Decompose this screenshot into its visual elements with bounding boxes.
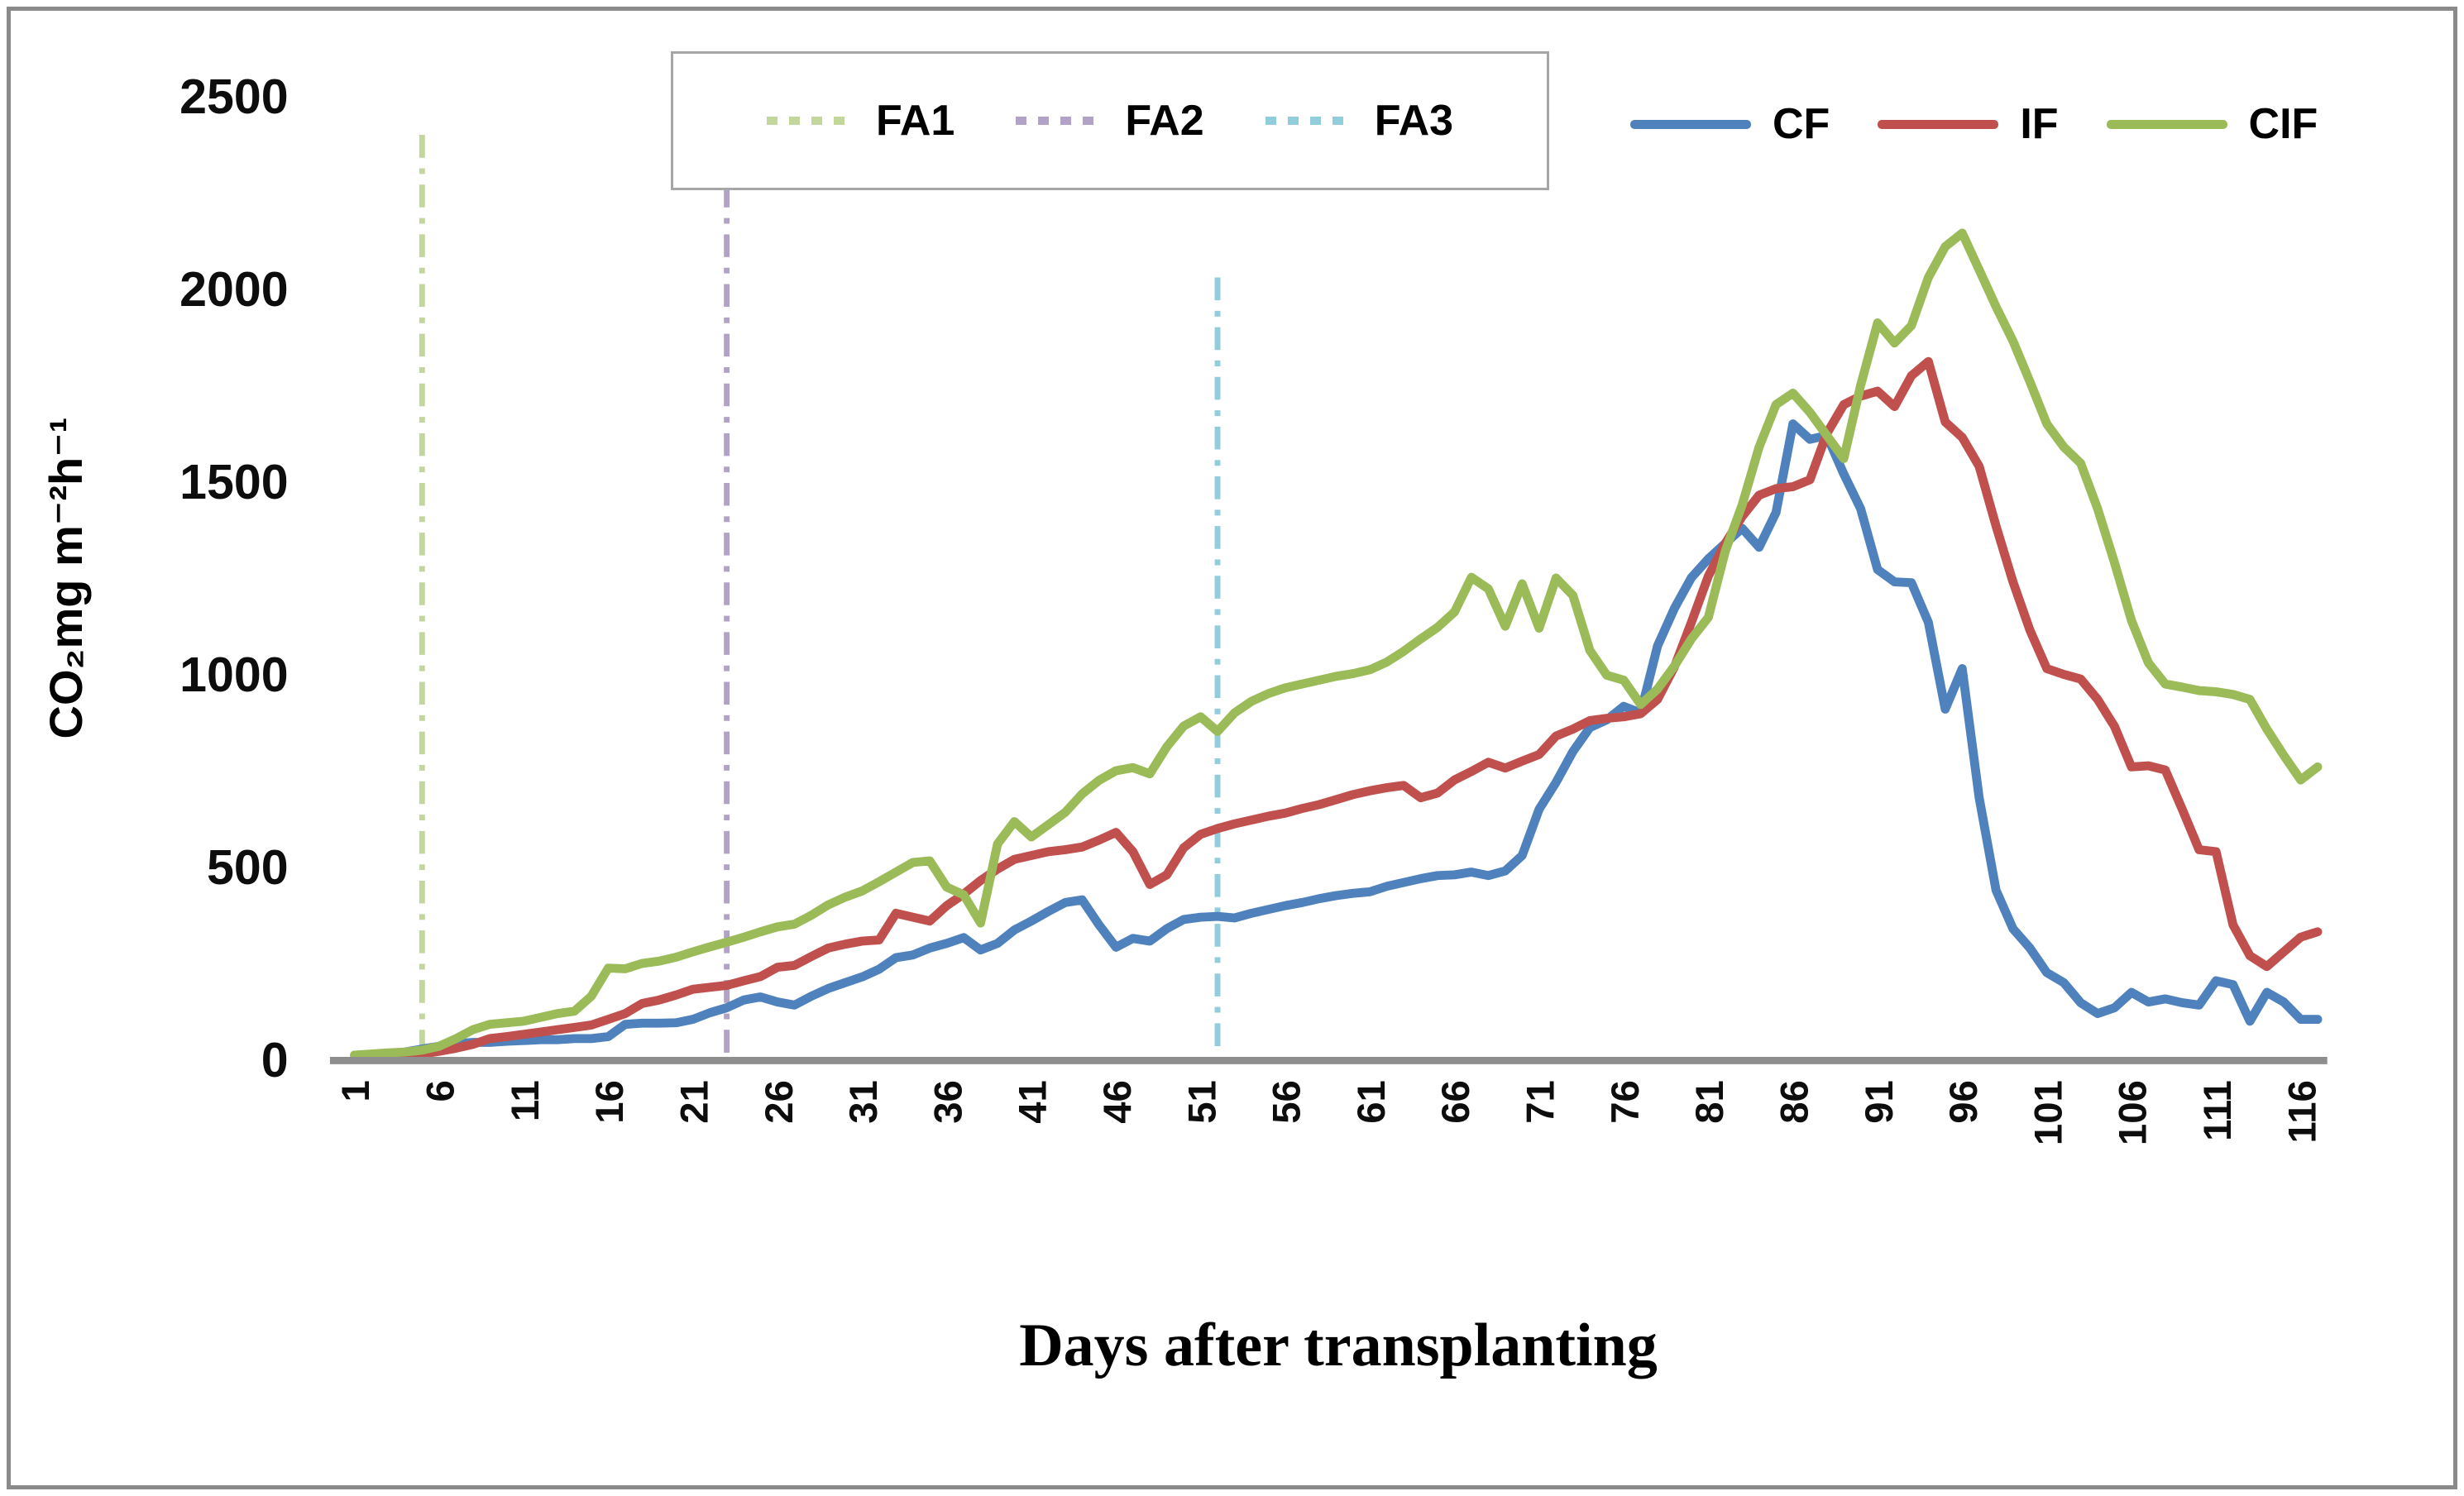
legend-item-fa2: FA2 xyxy=(1016,96,1204,146)
x-tick-label-81: 81 xyxy=(1688,1080,1732,1124)
x-tick-label-71: 71 xyxy=(1519,1080,1563,1124)
x-tick-label-36: 36 xyxy=(926,1080,970,1124)
x-tick-label-61: 61 xyxy=(1350,1080,1394,1124)
x-tick-label-111: 111 xyxy=(2196,1080,2240,1141)
cif-line-swatch xyxy=(2106,119,2227,129)
y-tick-label-2000: 2000 xyxy=(179,261,289,317)
x-tick-label-11: 11 xyxy=(504,1080,548,1121)
x-tick-label-46: 46 xyxy=(1096,1080,1140,1124)
x-tick-label-41: 41 xyxy=(1012,1080,1055,1124)
x-tick-label-91: 91 xyxy=(1858,1080,1902,1124)
legend-item-cf: CF xyxy=(1630,99,1830,149)
series-line-cf xyxy=(350,419,2323,1063)
x-tick-label-116: 116 xyxy=(2280,1080,2324,1143)
cf-line-swatch xyxy=(1630,119,1751,129)
fa3-dash-swatch xyxy=(1265,117,1353,125)
x-tick-label-51: 51 xyxy=(1180,1080,1224,1124)
series-legend: CF IF CIF xyxy=(1630,87,2453,161)
event-legend: FA1 FA2 FA3 xyxy=(671,51,1549,190)
x-tick-label-21: 21 xyxy=(672,1080,716,1124)
y-tick-label-2500: 2500 xyxy=(179,69,289,124)
legend-item-cif: CIF xyxy=(2106,99,2318,149)
chart-figure: 0 500 1000 1500 2000 2500 1 6 11 16 21 26 31 36 41 46 51… xyxy=(7,7,2457,1489)
legend-label-if: IF xyxy=(2020,100,2059,148)
legend-item-fa3: FA3 xyxy=(1265,96,1453,146)
x-tick-label-26: 26 xyxy=(758,1080,801,1124)
y-tick-label-1000: 1000 xyxy=(179,647,289,702)
y-tick-label-0: 0 xyxy=(261,1032,289,1087)
if-line-swatch xyxy=(1878,119,1999,129)
x-tick-label-86: 86 xyxy=(1773,1080,1816,1124)
y-tick-label-1500: 1500 xyxy=(179,454,289,509)
x-tick-label-1: 1 xyxy=(334,1080,378,1102)
x-tick-label-56: 56 xyxy=(1265,1080,1309,1124)
series-line-cif xyxy=(350,228,2323,1060)
y-axis-title: CO₂mg m⁻²h⁻¹ xyxy=(40,417,92,739)
x-tick-label-6: 6 xyxy=(419,1080,463,1102)
legend-label-cf: CF xyxy=(1773,100,1830,148)
x-tick-label-31: 31 xyxy=(842,1080,886,1124)
x-tick-label-106: 106 xyxy=(2112,1080,2155,1145)
x-tick-label-66: 66 xyxy=(1434,1080,1478,1124)
x-tick-label-16: 16 xyxy=(588,1080,632,1124)
legend-label-cif: CIF xyxy=(2248,100,2318,148)
y-tick-label-500: 500 xyxy=(207,839,289,895)
fa2-dash-swatch xyxy=(1016,117,1104,125)
x-tick-label-76: 76 xyxy=(1604,1080,1648,1124)
legend-label-fa3: FA3 xyxy=(1374,97,1454,145)
legend-item-fa1: FA1 xyxy=(766,96,955,146)
legend-label-fa2: FA2 xyxy=(1125,97,1204,145)
x-axis-title: Days after transplanting xyxy=(1019,1312,1658,1379)
series-line-if xyxy=(350,356,2323,1064)
legend-label-fa1: FA1 xyxy=(875,97,955,145)
fa1-dash-swatch xyxy=(766,117,854,125)
x-tick-label-96: 96 xyxy=(1942,1080,1986,1124)
legend-item-if: IF xyxy=(1878,99,2059,149)
x-tick-label-101: 101 xyxy=(2026,1080,2070,1145)
